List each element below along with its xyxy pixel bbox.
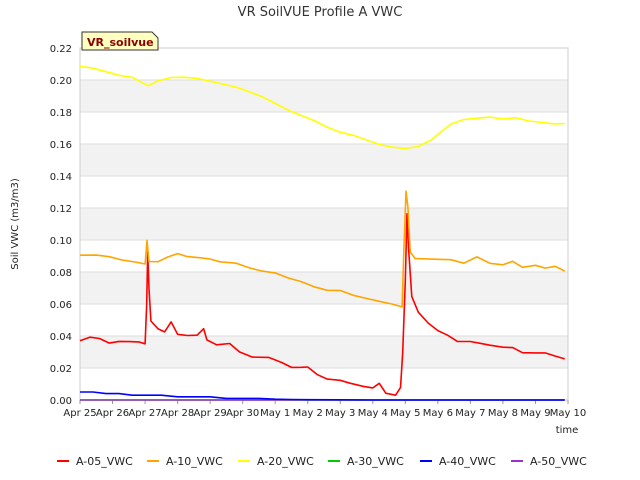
series-line-a-05-vwc <box>79 213 565 396</box>
badge: VR_soilvue <box>81 31 159 51</box>
y-tick-label: 0.06 <box>50 300 72 311</box>
x-tick-label: May 5 <box>390 408 420 419</box>
y-tick-label: 0.10 <box>50 236 72 247</box>
grid-band <box>80 272 568 304</box>
x-tick-label: May 1 <box>260 408 290 419</box>
series-line-a-40-vwc <box>80 391 565 401</box>
y-tick-label: 0.08 <box>50 268 72 279</box>
x-tick-label: Apr 27 <box>128 408 161 419</box>
chart-title: VR SoilVUE Profile A VWC <box>238 5 403 20</box>
x-tick-label: Apr 25 <box>63 408 96 419</box>
x-tick-label: May 2 <box>293 408 323 419</box>
x-axis: Apr 25 Apr 26 Apr 27 Apr 28 Apr 29 Apr 30 May … <box>63 400 586 419</box>
x-tick-label: Apr 26 <box>96 408 129 419</box>
y-axis-title: Soil VWC (m3/m3) <box>10 178 21 270</box>
y-tick-label: 0.18 <box>50 108 72 119</box>
x-tick-label: May 6 <box>423 408 453 419</box>
y-tick-label: 0.04 <box>50 332 72 343</box>
x-tick-label: May 3 <box>325 408 355 419</box>
badge-label: VR_soilvue <box>87 36 154 49</box>
y-tick-label: 0.22 <box>50 44 72 55</box>
grid-bands <box>80 80 568 368</box>
series-line-a-10-vwc <box>79 190 566 308</box>
y-tick-label: 0.14 <box>50 172 72 183</box>
legend-label: A-30_VWC <box>347 455 404 468</box>
legend-label: A-40_VWC <box>439 455 496 468</box>
x-tick-label: May 9 <box>520 408 550 419</box>
legend-label: A-50_VWC <box>530 455 587 468</box>
x-tick-label: Apr 30 <box>226 408 259 419</box>
x-tick-label: May 7 <box>455 408 485 419</box>
x-tick-label: May 8 <box>488 408 518 419</box>
x-tick-label: May 10 <box>550 408 587 419</box>
legend-label: A-05_VWC <box>76 455 133 468</box>
y-tick-label: 0.16 <box>50 140 72 151</box>
x-axis-title: time <box>556 425 579 436</box>
grid-band <box>80 336 568 368</box>
x-tick-label: Apr 28 <box>161 408 194 419</box>
legend-label: A-20_VWC <box>257 455 314 468</box>
grid-band <box>80 208 568 240</box>
y-tick-label: 0.00 <box>50 396 72 407</box>
grid-band <box>80 144 568 176</box>
y-tick-label: 0.12 <box>50 204 72 215</box>
grid-band <box>80 80 568 112</box>
series-line-a-20-vwc <box>79 65 565 150</box>
legend: A-05_VWC A-10_VWC A-20_VWC A-30_VWC A-40_VWC… <box>57 455 587 468</box>
y-tick-label: 0.20 <box>50 76 72 87</box>
series-lines <box>79 65 566 401</box>
x-tick-label: May 4 <box>358 408 388 419</box>
y-tick-label: 0.02 <box>50 364 72 375</box>
x-tick-label: Apr 29 <box>194 408 227 419</box>
legend-label: A-10_VWC <box>166 455 223 468</box>
y-axis: 0.00 0.02 0.04 0.06 0.08 0.10 0.12 0.14 0.16 0.18… <box>50 44 72 407</box>
